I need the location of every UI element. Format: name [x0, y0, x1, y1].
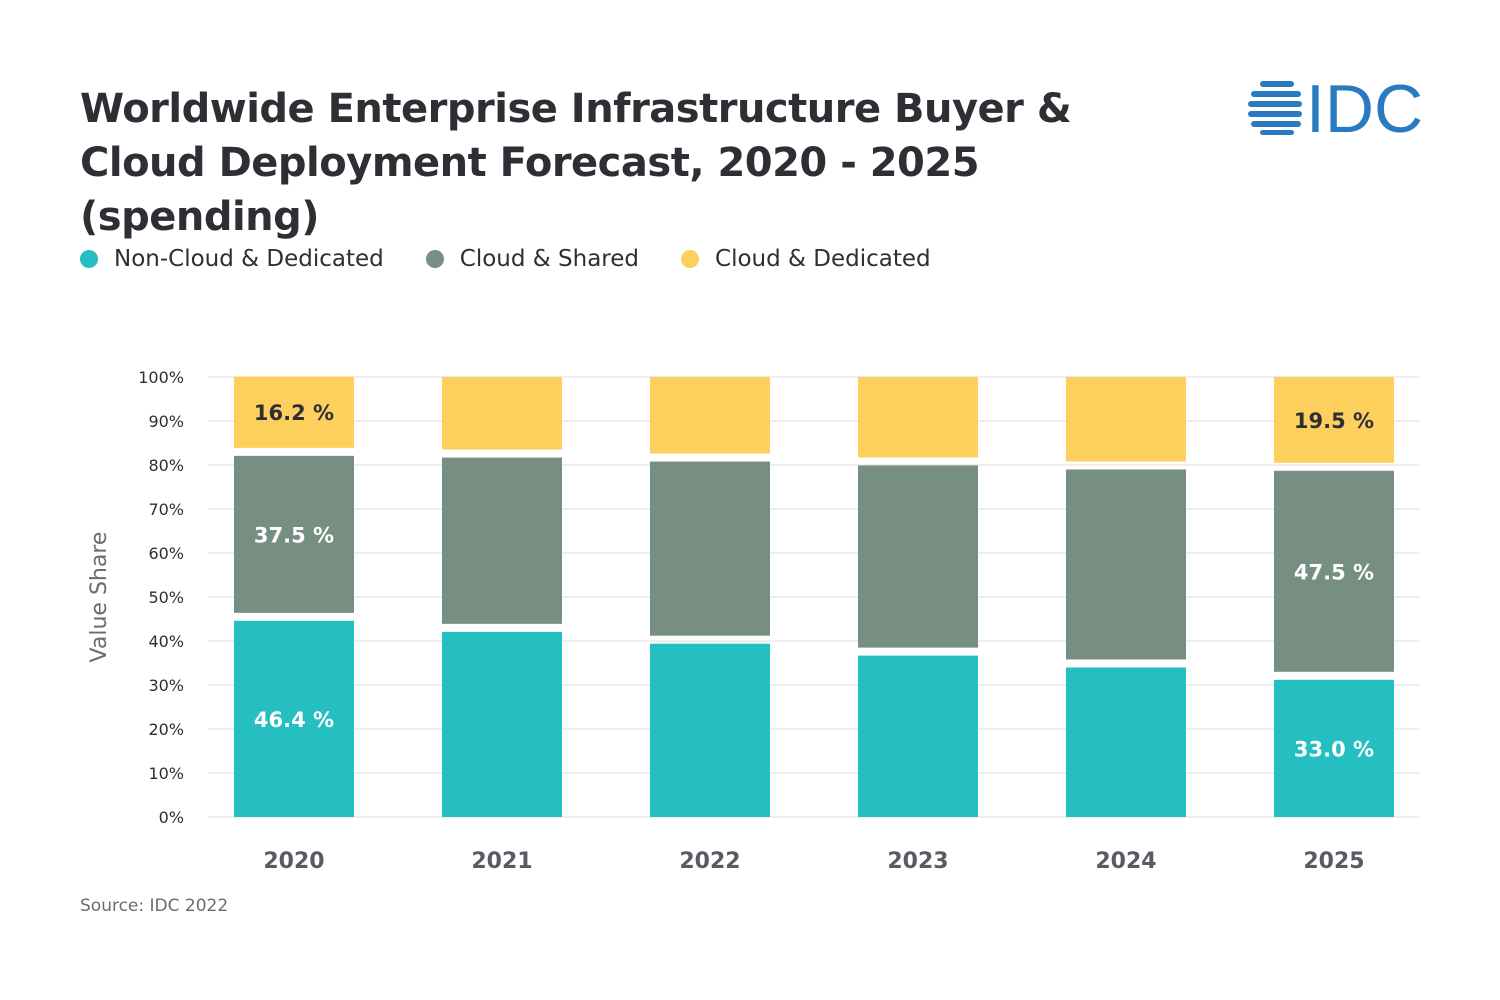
legend: Non-Cloud & Dedicated Cloud & Shared Clo…	[80, 246, 931, 272]
x-tick-label: 2025	[1303, 849, 1364, 874]
y-tick-label: 80%	[148, 456, 184, 475]
y-tick-label: 20%	[148, 720, 184, 739]
idc-logo: IDC	[1248, 78, 1423, 136]
data-label: 37.5 %	[254, 523, 334, 547]
bar-segment	[650, 377, 770, 454]
source-note: Source: IDC 2022	[80, 896, 229, 916]
chart-title: Worldwide Enterprise Infrastructure Buye…	[80, 86, 1072, 240]
y-axis-label: Value Share	[87, 532, 112, 663]
legend-label: Non-Cloud & Dedicated	[114, 246, 384, 272]
bar-segment	[858, 377, 978, 458]
bar-segment	[234, 376, 354, 448]
bar-segment	[1066, 469, 1186, 660]
y-tick-label: 60%	[148, 544, 184, 563]
logo-text: IDC	[1306, 78, 1423, 136]
y-tick-label: 30%	[148, 676, 184, 695]
legend-item-cloud-shared: Cloud & Shared	[425, 246, 640, 272]
bar-segment	[1066, 667, 1186, 817]
legend-dot-icon	[425, 250, 444, 268]
bar-segment	[1274, 679, 1394, 817]
bar-segment	[858, 655, 978, 817]
y-tick-label: 0%	[159, 808, 184, 827]
data-label: 16.2 %	[254, 401, 334, 425]
bar-segment	[650, 643, 770, 817]
legend-dot-icon	[681, 250, 700, 268]
x-tick-label: 2021	[471, 849, 532, 874]
bar-segment	[1066, 377, 1186, 462]
bar-segment	[442, 457, 562, 624]
bar-segment	[442, 377, 562, 450]
data-label: 33.0 %	[1294, 737, 1374, 761]
bar-segment	[858, 465, 978, 648]
legend-item-cloud-dedicated: Cloud & Dedicated	[681, 246, 931, 272]
data-label: 19.5 %	[1294, 409, 1374, 433]
y-tick-label: 70%	[148, 500, 184, 519]
x-tick-label: 2023	[887, 849, 948, 874]
x-tick-label: 2024	[1095, 849, 1156, 874]
data-label: 46.4 %	[254, 708, 334, 732]
y-tick-label: 50%	[148, 588, 184, 607]
bar-segment	[1274, 377, 1394, 463]
legend-dot-icon	[80, 250, 98, 268]
bar-segment	[234, 455, 354, 613]
bar-segment	[234, 620, 354, 817]
bar-segment	[650, 461, 770, 636]
data-label: 47.5 %	[1294, 560, 1374, 584]
legend-item-non-cloud: Non-Cloud & Dedicated	[80, 246, 384, 272]
y-tick-label: 100%	[138, 368, 184, 387]
y-tick-label: 40%	[148, 632, 184, 651]
y-tick-label: 90%	[148, 412, 184, 431]
legend-label: Cloud & Dedicated	[715, 246, 931, 272]
bar-segment	[1274, 470, 1394, 672]
legend-label: Cloud & Shared	[459, 246, 640, 272]
x-tick-label: 2020	[263, 849, 324, 874]
y-tick-label: 10%	[148, 764, 184, 783]
bar-segment	[442, 631, 562, 817]
x-tick-label: 2022	[679, 849, 740, 874]
